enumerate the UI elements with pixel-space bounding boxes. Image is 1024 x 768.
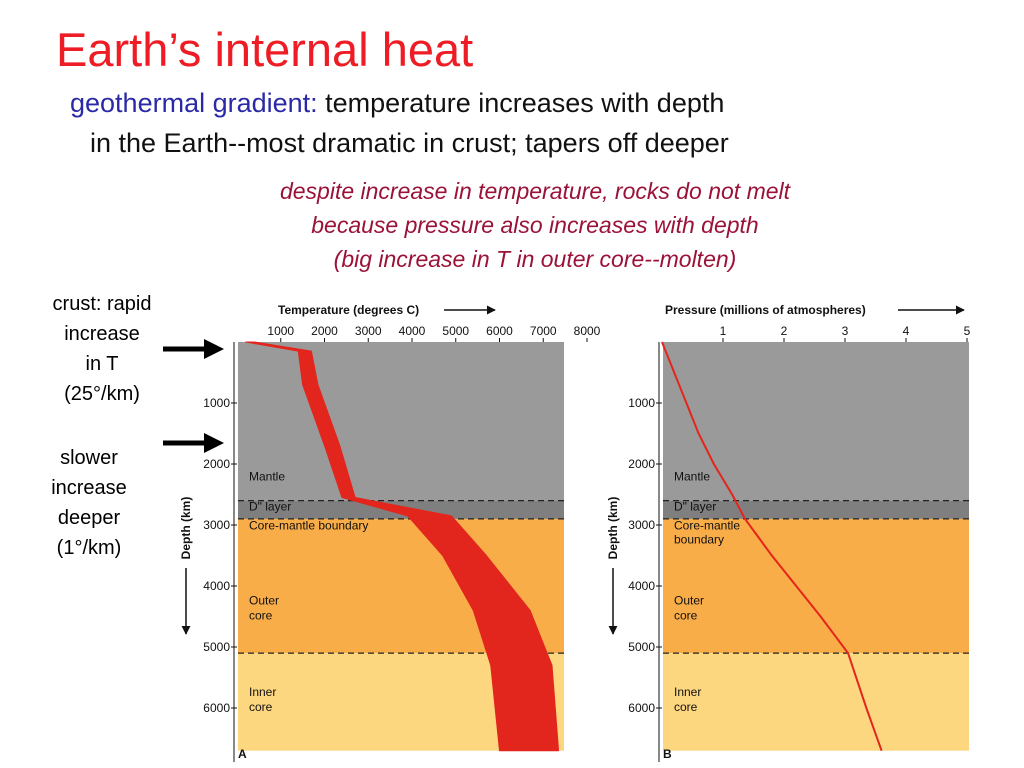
x-tick-label: 5000 xyxy=(442,324,469,338)
y-axis-label: Depth (km) xyxy=(179,497,193,560)
layer-label-inner-core: Inner xyxy=(674,685,701,699)
pressure-curve xyxy=(661,341,883,752)
layer-label-core-mantle-boundary: Core-mantle boundary xyxy=(249,518,368,532)
subtitle-term: geothermal gradient: xyxy=(70,88,318,118)
layer-label-inner-core: core xyxy=(674,700,698,714)
deep-note-line: slower xyxy=(60,447,118,469)
x-tick-label: 2000 xyxy=(311,324,338,338)
note-line-3: (big increase in T in outer core--molten… xyxy=(333,246,737,272)
crust-note-line: increase xyxy=(64,323,140,345)
crust-note-line: in T xyxy=(85,353,119,375)
x-axis-label: Pressure (millions of atmospheres) xyxy=(665,303,866,317)
y-tick-label: 2000 xyxy=(203,457,230,471)
subtitle-line-1: geothermal gradient: temperature increas… xyxy=(70,90,724,117)
layer-label-d-layer: D" layer xyxy=(249,499,291,513)
y-tick-label: 5000 xyxy=(628,640,655,654)
x-tick-label: 4000 xyxy=(399,324,426,338)
layer-label-core-mantle-boundary: Core-mantle xyxy=(674,518,740,532)
layer-label-outer-core: Outer xyxy=(674,593,704,607)
x-tick-label: 4 xyxy=(903,324,910,338)
y-tick-label: 4000 xyxy=(628,579,655,593)
x-tick-label: 7000 xyxy=(530,324,557,338)
subtitle-line-2: in the Earth--most dramatic in crust; ta… xyxy=(90,128,729,158)
y-tick-label: 1000 xyxy=(203,396,230,410)
note-line-1: despite increase in temperature, rocks d… xyxy=(279,178,791,204)
y-axis-label: Depth (km) xyxy=(606,497,620,560)
layer-label-outer-core: Outer xyxy=(249,593,279,607)
crust-note: crust: rapid increase in T (25°/km) xyxy=(27,289,177,409)
layer-label-core-mantle-boundary: boundary xyxy=(674,532,724,546)
outer-core-band xyxy=(663,518,969,654)
deep-note: slower increase deeper (1°/km) xyxy=(14,443,164,563)
pointer-arrow-deeper xyxy=(163,433,224,453)
page-title: Earth’s internal heat xyxy=(56,23,474,76)
layer-label-mantle: Mantle xyxy=(674,469,710,483)
d-layer-band xyxy=(663,500,969,519)
y-tick-label: 4000 xyxy=(203,579,230,593)
panel-letter: A xyxy=(238,747,247,761)
crust-note-line: crust: rapid xyxy=(52,293,152,315)
layer-label-mantle: Mantle xyxy=(249,469,285,483)
layer-label-d-layer: D" layer xyxy=(674,499,716,513)
x-axis-label: Temperature (degrees C) xyxy=(278,303,419,317)
mantle-band xyxy=(238,342,564,501)
x-tick-label: 5 xyxy=(964,324,971,338)
y-tick-label: 3000 xyxy=(203,518,230,532)
layer-label-inner-core: Inner xyxy=(249,685,276,699)
x-tick-label: 3 xyxy=(842,324,849,338)
deep-note-line: increase xyxy=(51,477,127,499)
y-tick-label: 3000 xyxy=(628,518,655,532)
x-tick-label: 1000 xyxy=(267,324,294,338)
y-tick-label: 1000 xyxy=(628,396,655,410)
x-tick-label: 1 xyxy=(720,324,727,338)
layer-label-outer-core: core xyxy=(249,609,273,623)
temperature-range-band xyxy=(245,341,560,752)
crust-note-line: (25°/km) xyxy=(64,383,140,405)
x-tick-label: 8000 xyxy=(574,324,601,338)
mantle-band xyxy=(663,342,969,501)
pointer-arrow-crust xyxy=(163,339,224,359)
x-tick-label: 3000 xyxy=(355,324,382,338)
y-tick-label: 2000 xyxy=(628,457,655,471)
panel-letter: B xyxy=(663,747,672,761)
y-tick-label: 5000 xyxy=(203,640,230,654)
inner-core-band xyxy=(663,653,969,751)
subtitle-definition: temperature increases with depth xyxy=(317,88,725,118)
y-tick-label: 6000 xyxy=(628,701,655,715)
x-tick-label: 6000 xyxy=(486,324,513,338)
note-line-2: because pressure also increases with dep… xyxy=(311,212,759,238)
deep-note-line: deeper xyxy=(57,507,121,529)
layer-label-outer-core: core xyxy=(674,609,698,623)
x-tick-label: 2 xyxy=(781,324,788,338)
deep-note-line: (1°/km) xyxy=(56,537,122,559)
y-tick-label: 6000 xyxy=(203,701,230,715)
panel-a-temperature: Mantle D" layer Core-mantle boundary Outer c… xyxy=(179,303,601,762)
layer-label-inner-core: core xyxy=(249,700,273,714)
